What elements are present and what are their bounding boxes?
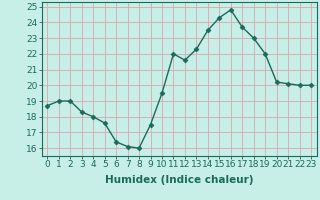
X-axis label: Humidex (Indice chaleur): Humidex (Indice chaleur) (105, 175, 253, 185)
